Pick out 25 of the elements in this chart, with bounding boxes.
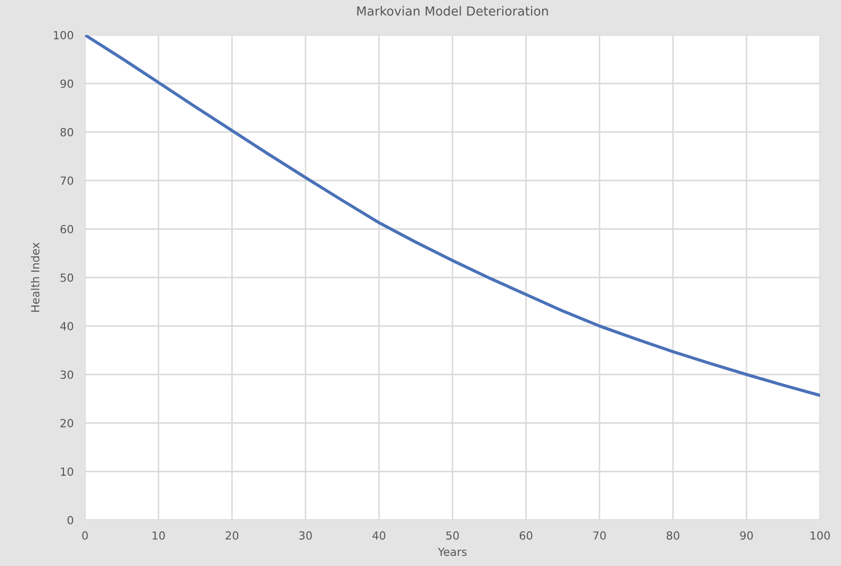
y-tick-label: 30 <box>60 370 74 379</box>
x-tick-label: 20 <box>226 531 238 540</box>
y-axis-title: Health Index <box>30 242 40 312</box>
x-tick-label: 60 <box>520 531 532 540</box>
x-tick-label: 10 <box>152 531 165 540</box>
x-tick-label: 50 <box>446 531 459 540</box>
y-tick-label: 10 <box>60 467 74 476</box>
y-tick-label: 70 <box>60 176 74 185</box>
y-tick-label: 60 <box>60 224 74 234</box>
y-tick-label: 90 <box>60 79 74 88</box>
x-tick-label: 70 <box>593 531 606 540</box>
y-tick-label: 0 <box>68 516 74 524</box>
y-tick-label: 80 <box>60 128 74 136</box>
x-tick-label: 80 <box>666 531 680 540</box>
x-tick-label: 40 <box>372 531 386 540</box>
y-tick-label: 50 <box>60 273 74 282</box>
x-tick-label: 90 <box>740 531 753 540</box>
chart-title: Markovian Model Deterioration <box>357 6 548 16</box>
y-tick-label: 20 <box>60 418 74 428</box>
x-tick-label: 100 <box>810 531 830 540</box>
x-tick-label: 0 <box>82 531 88 540</box>
x-axis-title: Years <box>438 548 467 556</box>
y-tick-label: 100 <box>54 30 74 40</box>
x-tick-label: 30 <box>299 531 312 540</box>
y-tick-label: 40 <box>60 322 74 330</box>
